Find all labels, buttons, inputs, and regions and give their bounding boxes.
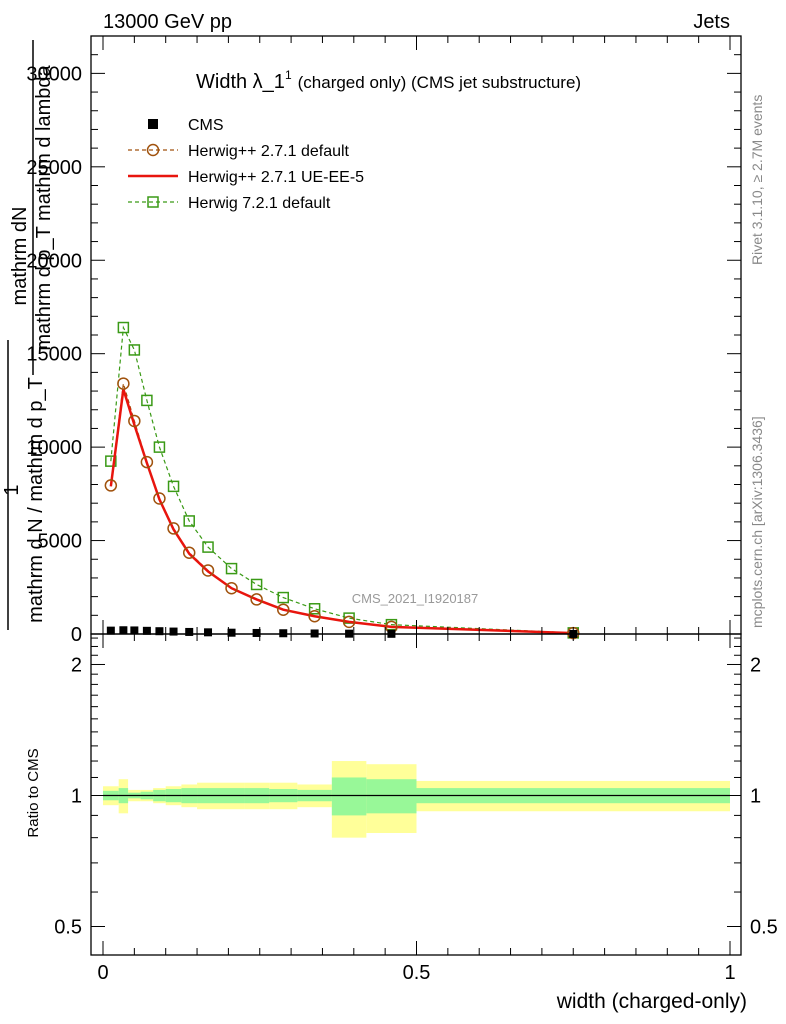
series-point-herwig-721 — [202, 541, 214, 553]
y-tick-label: 30000 — [26, 63, 82, 85]
series-point-herwig-721 — [277, 591, 290, 604]
series-line-herwig-ueee5 — [109, 388, 574, 634]
series-point-cms — [106, 626, 115, 635]
x-axis-title: width (charged-only) — [556, 990, 747, 1013]
series-line-herwig-721 — [110, 325, 574, 634]
ratio-tick-label-right: 1 — [750, 785, 761, 807]
series-point-herwig-default — [128, 414, 141, 428]
series-point-cms — [119, 626, 128, 635]
chart-title-main: Width λ_1 — [196, 71, 285, 93]
series-point-herwig-default — [167, 522, 180, 535]
y-axis-title-denom: mathrm d p_T mathrm d lambda — [33, 64, 55, 350]
y-tick-label: 10000 — [26, 437, 82, 459]
legend-marker-herwig-721 — [147, 196, 159, 208]
series-point-herwig-default — [277, 603, 290, 616]
side-label-mcplots: mcplots.cern.ch [arXiv:1306.3436] — [749, 416, 765, 628]
chart-title: Width λ_11 (charged only) (CMS jet substr… — [196, 68, 581, 93]
series-point-cms — [227, 628, 236, 637]
ratio-tick-label-left: 1 — [71, 785, 82, 807]
series-point-cms — [252, 628, 261, 637]
series-point-cms — [204, 628, 213, 637]
series-point-herwig-721 — [141, 394, 153, 407]
series-point-cms — [279, 629, 288, 638]
legend-marker-cms — [148, 119, 158, 129]
x-tick-label: 0 — [97, 962, 108, 984]
y-tick-label: 15000 — [26, 344, 82, 366]
ratio-uncertainty-band — [103, 761, 730, 838]
series-point-herwig-721 — [117, 321, 130, 334]
series-point-cms — [169, 627, 178, 636]
legend-label-herwig-default: Herwig++ 2.7.1 default — [188, 143, 350, 160]
header-left: 13000 GeV pp — [103, 11, 232, 33]
series-group — [104, 321, 580, 640]
y-axis-title-fraction-denom: mathrm d N / mathrm d p_T — [25, 377, 47, 623]
series-point-herwig-721 — [153, 441, 166, 453]
series-point-cms — [155, 627, 164, 636]
legend-label-herwig-ueee5: Herwig++ 2.7.1 UE-EE-5 — [188, 169, 364, 186]
series-point-herwig-default — [117, 377, 130, 390]
ratio-tick-label-right: 2 — [750, 654, 761, 676]
y-tick-label: 0 — [71, 624, 82, 646]
y-axis-title-main: mathrm dN mathrm d p_T mathrm d lambda 1… — [1, 40, 55, 630]
ratio-band-inner-12 — [331, 777, 367, 816]
legend: CMS Herwig++ 2.7.1 default Herwig++ 2.7.… — [128, 117, 364, 212]
y-axis-title-ratio: Ratio to CMS — [25, 748, 42, 837]
series-point-herwig-default — [308, 609, 321, 623]
series-point-herwig-721 — [250, 578, 263, 591]
series-point-herwig-721 — [167, 480, 180, 493]
side-label-rivet: Rivet 3.1.10, ≥ 2.7M events — [749, 95, 765, 265]
svg-text:Width λ_11(charged only) (CMS: Width λ_11 (charged only) (CMS jet substr… — [196, 68, 581, 93]
y-axis-title-numer: mathrm dN — [9, 207, 31, 306]
series-point-cms — [185, 627, 194, 636]
series-point-herwig-default — [140, 455, 154, 469]
axis-ticks: 0 5000 10000 15000 20000 25000 30000 0 0.5 1 0.5 0.… — [26, 35, 778, 984]
series-point-herwig-default — [201, 564, 215, 577]
watermark: CMS_2021_I1920187 — [352, 591, 479, 606]
chart-title-suffix: (charged only) (CMS jet substructure) — [298, 73, 581, 92]
series-point-herwig-default — [250, 593, 263, 606]
legend-marker-herwig-default — [146, 143, 160, 157]
series-point-herwig-default — [342, 615, 356, 629]
series-point-herwig-721 — [128, 344, 141, 356]
y-tick-label: 5000 — [38, 531, 83, 553]
x-tick-label: 0.5 — [403, 962, 431, 984]
legend-label-cms: CMS — [188, 117, 224, 134]
y-tick-label: 25000 — [26, 157, 82, 179]
ratio-tick-label-left: 0.5 — [54, 916, 82, 938]
y-axis-title-one: 1 — [1, 484, 23, 495]
series-point-herwig-721 — [225, 562, 238, 575]
series-point-herwig-721 — [105, 455, 117, 467]
chart-title-sup: 1 — [285, 68, 292, 82]
series-point-herwig-721 — [183, 515, 195, 527]
ratio-band-inner-13 — [366, 779, 417, 814]
series-line-herwig-default — [110, 383, 574, 634]
header-right: Jets — [693, 11, 730, 33]
series-point-herwig-default — [153, 492, 166, 505]
series-point-herwig-default — [104, 479, 118, 492]
ratio-tick-label-right: 0.5 — [750, 916, 778, 938]
ratio-tick-label-left: 2 — [71, 654, 82, 676]
series-point-herwig-721 — [308, 603, 321, 615]
series-point-herwig-default — [182, 546, 196, 559]
series-point-herwig-default — [225, 581, 238, 595]
series-point-cms — [142, 626, 151, 635]
legend-label-herwig-721: Herwig 7.2.1 default — [188, 195, 331, 212]
x-tick-label: 1 — [724, 962, 735, 984]
y-tick-label: 20000 — [26, 250, 82, 272]
